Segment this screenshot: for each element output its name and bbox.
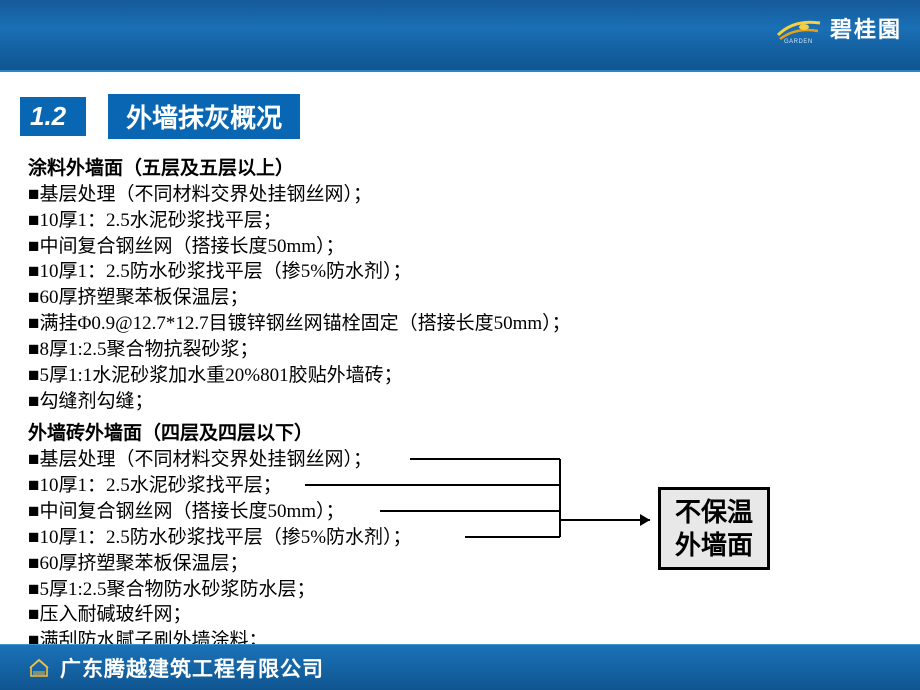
block1-heading: 涂料外墙面（五层及五层以上）	[28, 153, 900, 180]
block2-heading: 外墙砖外墙面（四层及四层以下）	[28, 418, 900, 445]
header-bar: GARDEN 碧桂園	[0, 0, 920, 72]
footer-bar: 广东腾越建筑工程有限公司	[0, 644, 920, 690]
list-item: ■5厚1:2.5聚合物防水砂浆防水层；	[28, 577, 900, 603]
list-item: ■压入耐碱玻纤网；	[28, 602, 900, 628]
section-header: 1.2 外墙抹灰概况	[20, 94, 920, 139]
brand-subtext: GARDEN	[784, 39, 813, 45]
list-item: ■8厚1:2.5聚合物抗裂砂浆；	[28, 337, 900, 363]
footer-company: 广东腾越建筑工程有限公司	[60, 653, 324, 683]
list-item: ■60厚挤塑聚苯板保温层；	[28, 285, 900, 311]
callout-line2: 外墙面	[675, 529, 753, 562]
brand-name: 碧桂園	[830, 12, 902, 44]
brand-logo: GARDEN 碧桂園	[776, 12, 902, 44]
section-number: 1.2	[20, 97, 86, 136]
logo-swoosh-icon: GARDEN	[776, 13, 824, 43]
list-item: ■基层处理（不同材料交界处挂钢丝网）；	[28, 447, 900, 473]
callout-line1: 不保温	[675, 496, 753, 529]
list-item: ■10厚1：2.5防水砂浆找平层（掺5%防水剂）；	[28, 259, 900, 285]
house-icon	[28, 657, 50, 679]
block1-items: ■基层处理（不同材料交界处挂钢丝网）；■10厚1：2.5水泥砂浆找平层；■中间复…	[28, 182, 900, 414]
content-area: 涂料外墙面（五层及五层以上） ■基层处理（不同材料交界处挂钢丝网）；■10厚1：…	[0, 153, 920, 654]
callout-box: 不保温 外墙面	[658, 487, 770, 570]
list-item: ■勾缝剂勾缝；	[28, 389, 900, 415]
list-item: ■中间复合钢丝网（搭接长度50mm）；	[28, 234, 900, 260]
list-item: ■满挂Φ0.9@12.7*12.7目镀锌钢丝网锚栓固定（搭接长度50mm）；	[28, 311, 900, 337]
section-title: 外墙抹灰概况	[108, 94, 300, 139]
list-item: ■基层处理（不同材料交界处挂钢丝网）；	[28, 182, 900, 208]
list-item: ■10厚1：2.5水泥砂浆找平层；	[28, 208, 900, 234]
list-item: ■5厚1:1水泥砂浆加水重20%801胶贴外墙砖；	[28, 363, 900, 389]
